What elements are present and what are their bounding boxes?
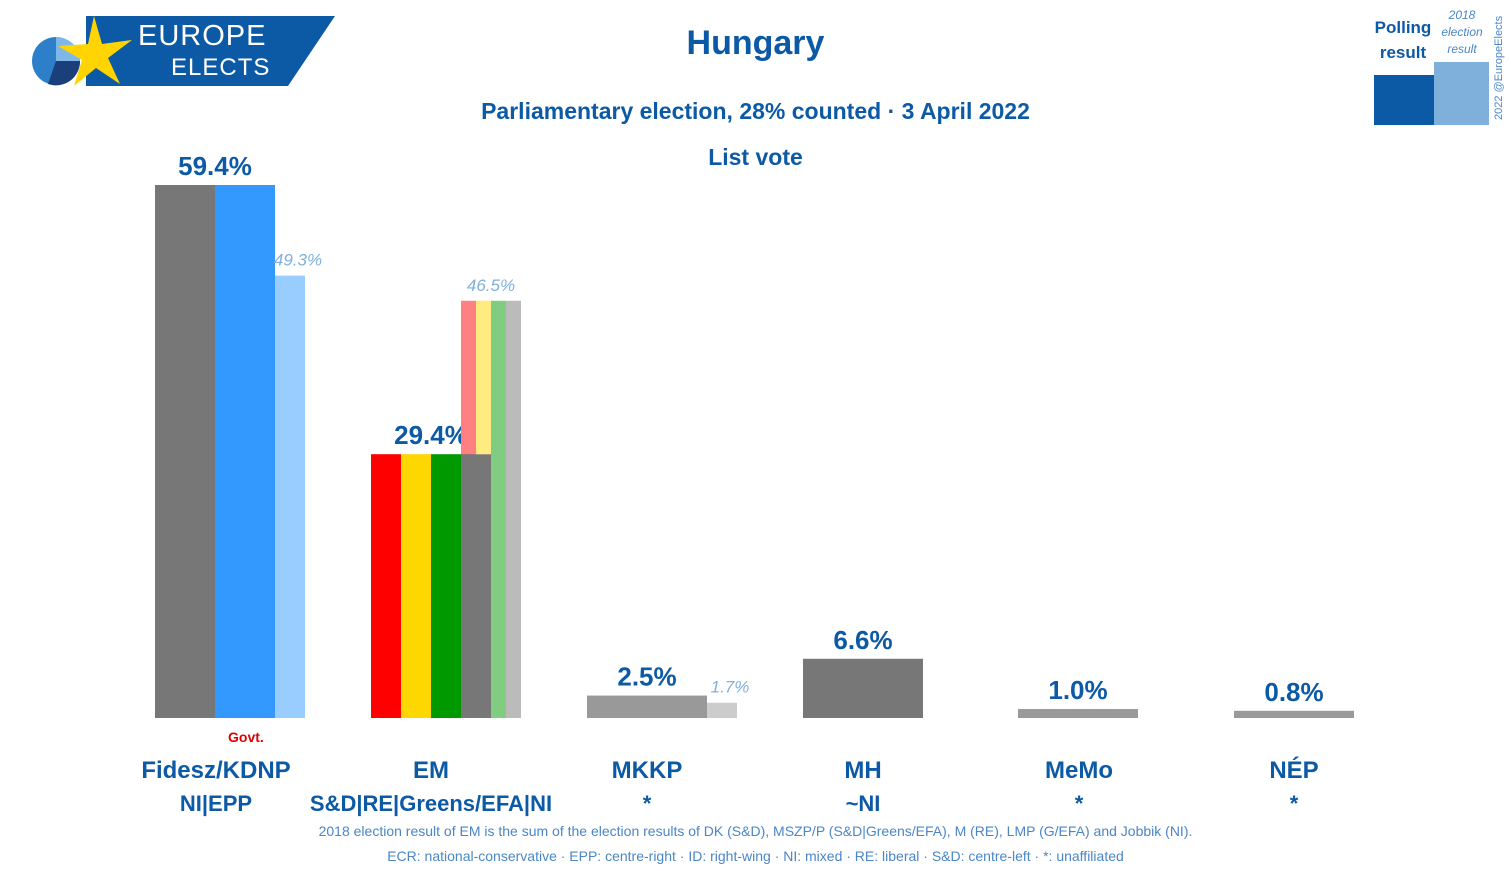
bar-polling-em-segment-3: [431, 454, 461, 718]
data-label-polling-em: 29.4%: [394, 420, 468, 450]
data-label-polling-memo: 1.0%: [1048, 675, 1107, 705]
bar-polling-n-p: [1234, 710, 1354, 718]
data-label-polling-n-p: 0.8%: [1264, 677, 1323, 707]
bar-2018-mkkp: [707, 702, 737, 718]
legend-polling-swatch: [1374, 75, 1434, 125]
party-group-memo: *: [1074, 791, 1084, 816]
bar-2018-em-segment-3: [491, 300, 506, 718]
party-name-mkkp: MKKP: [611, 757, 683, 784]
chart-subtitle: Parliamentary election, 28% counted · 3 …: [481, 98, 1030, 124]
logo-pie-slice: [48, 61, 81, 86]
legend-2018-swatch: [1434, 62, 1489, 125]
bar-2018-fidesz-kdnp: [275, 275, 305, 718]
legend-2018-label-2: election: [1441, 25, 1483, 39]
data-label-polling-mkkp: 2.5%: [617, 662, 676, 692]
star-icon: [58, 16, 132, 86]
legend-polling-label-2: result: [1379, 43, 1427, 62]
party-name-nep: NÉP: [1269, 757, 1319, 784]
party-group-fidesz: NI|EPP: [179, 791, 253, 816]
data-label-2018-fidesz-kdnp: 49.3%: [274, 251, 322, 270]
party-group-em: S&D|RE|Greens/EFA|NI: [309, 791, 553, 816]
legend-2018-label-3: result: [1447, 42, 1477, 56]
government-label: Govt.: [228, 729, 264, 745]
bar-polling-em-segment-1: [371, 454, 401, 718]
footnote-em: 2018 election result of EM is the sum of…: [318, 823, 1193, 839]
logo-banner: [86, 16, 335, 86]
party-group-mh: ~NI: [845, 791, 881, 816]
bar-polling-fidesz-kdnp-segment-2: [215, 185, 275, 718]
legend-2018-label-1: 2018: [1448, 8, 1476, 22]
logo-line-2: ELECTS: [171, 54, 271, 81]
party-name-memo: MeMo: [1045, 757, 1113, 784]
bar-2018-em-segment-4: [506, 300, 521, 718]
party-name-mh: MH: [844, 757, 882, 784]
data-label-polling-fidesz-kdnp: 59.4%: [178, 151, 252, 181]
party-group-mkkp: *: [642, 791, 652, 816]
logo-graphic: [32, 16, 335, 86]
chart-subtitle-2: List vote: [708, 144, 803, 170]
europe-elects-logo: EUROPE ELECTS: [28, 16, 338, 88]
chart-title: Hungary: [686, 24, 825, 62]
bar-polling-fidesz-kdnp-segment-1: [155, 185, 215, 718]
party-name-fidesz: Fidesz/KDNP: [141, 757, 291, 784]
legend-polling-label-1: Polling: [1374, 18, 1432, 37]
party-group-nep: *: [1289, 791, 1299, 816]
bar-polling-em-overlay: [461, 454, 491, 718]
party-name-em: EM: [413, 757, 449, 784]
legend: Polling result 2018 election result: [1370, 8, 1495, 128]
logo-line-1: EUROPE: [138, 20, 267, 52]
bar-2018-em-top: [476, 300, 491, 455]
data-label-polling-mh: 6.6%: [833, 625, 892, 655]
bar-polling-memo: [1018, 709, 1138, 718]
data-label-2018-mkkp: 1.7%: [711, 678, 750, 697]
bar-polling-mkkp: [587, 695, 707, 718]
bar-polling-mh: [803, 658, 923, 718]
data-label-2018-em: 46.5%: [467, 276, 515, 295]
bar-polling-em-segment-2: [401, 454, 431, 718]
footnote-groups: ECR: national-conservative · EPP: centre…: [387, 848, 1124, 864]
